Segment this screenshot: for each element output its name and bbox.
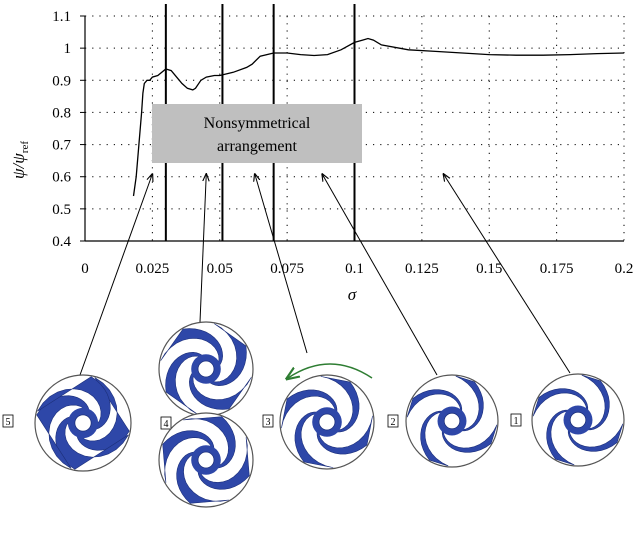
plot-area: 0 0.025 0.05 0.075 0.1 0.125 0.15 0.175 0.2 0.4 0.…	[9, 4, 633, 304]
impeller-number-tag: 1	[510, 413, 522, 427]
impeller-6	[531, 373, 625, 467]
impeller-pointer-arrow	[79, 174, 152, 376]
series-line	[132, 37, 625, 197]
impeller-blade	[76, 377, 130, 451]
impeller-blade	[532, 388, 589, 417]
svg-text:5: 5	[6, 417, 11, 428]
impeller-blade	[176, 451, 229, 504]
y-tick-label: 0.7	[52, 138, 71, 154]
y-tick-label: 0.5	[52, 202, 71, 218]
impeller-1	[34, 374, 132, 472]
svg-text:ψ/ψref: ψ/ψref	[9, 141, 31, 179]
annotation-box: Nonsymmetrical arrangement	[152, 104, 362, 163]
impeller-shaft-hole	[318, 413, 336, 431]
impeller-blade	[546, 409, 575, 466]
x-tick-label: 0.2	[615, 261, 634, 277]
impeller-blade	[189, 371, 252, 410]
y-tick-label: 0.4	[52, 234, 71, 250]
impeller-blade	[316, 415, 373, 455]
y-tick-label: 1	[64, 41, 72, 57]
impeller-blade	[581, 374, 610, 431]
impeller-blade	[567, 423, 624, 452]
impeller-pointer-arrow	[199, 174, 206, 323]
y-tick-label: 0.8	[52, 105, 71, 121]
impeller-blade	[455, 375, 484, 432]
x-tick-label: 0.125	[405, 261, 439, 277]
impeller-pointer-arrow	[255, 174, 308, 354]
impeller-blade	[420, 410, 449, 467]
impeller-3	[158, 412, 254, 508]
impeller-blade	[208, 323, 247, 386]
impeller-blade	[441, 424, 498, 453]
impeller-blade	[294, 411, 334, 468]
annotation-box-line-2: arrangement	[217, 138, 298, 155]
impeller-number-tag: 4	[160, 416, 172, 430]
impeller-shaft-hole	[74, 414, 92, 432]
x-tick-label: 0.05	[207, 261, 233, 277]
svg-text:4: 4	[164, 419, 169, 430]
impeller-blade	[37, 376, 111, 430]
x-tick-label: 0.1	[345, 261, 364, 277]
impeller-shaft-hole	[569, 411, 587, 429]
y-tick-label: 0.9	[52, 73, 71, 89]
tick-labels: 0 0.025 0.05 0.075 0.1 0.125 0.15 0.175 0.2 0.4 0.…	[52, 9, 633, 277]
y-axis-label-subscript: ref	[19, 141, 31, 154]
x-axis-label: σ	[348, 285, 357, 304]
impeller-blade	[36, 395, 90, 469]
impeller-pointer-arrow	[443, 174, 571, 374]
y-tick-label: 0.6	[52, 170, 71, 186]
x-tick-label: 0.025	[136, 261, 170, 277]
impeller-number-tag: 5	[2, 414, 14, 428]
impeller-blade	[197, 437, 250, 490]
impeller-blade	[162, 430, 215, 483]
x-tick-label: 0.075	[270, 261, 304, 277]
impeller-pointer-arrow	[322, 174, 438, 376]
impeller-2	[158, 321, 254, 417]
impeller-4	[279, 374, 375, 470]
impeller-shaft-hole	[443, 412, 461, 430]
impeller-shaft-hole	[197, 451, 215, 469]
annotation-box-fill	[152, 104, 362, 163]
svg-text:1: 1	[514, 416, 519, 427]
impeller-blade	[160, 328, 223, 367]
impeller-shaft-hole	[197, 360, 215, 378]
x-tick-label: 0.15	[476, 261, 502, 277]
y-axis-label-symbol: ψ/ψ	[9, 153, 28, 179]
impeller-blade	[281, 389, 338, 429]
impeller-blade	[183, 416, 236, 469]
svg-text:2: 2	[391, 417, 396, 428]
rotation-arrow	[288, 363, 373, 378]
impeller-pointer-arrows	[79, 174, 571, 376]
x-tick-label: 0	[81, 261, 89, 277]
impeller-5	[405, 374, 499, 468]
y-axis-label: ψ/ψref	[9, 141, 31, 179]
impeller-number-tag: 3	[262, 414, 274, 428]
annotation-box-line-1: Nonsymmetrical	[204, 115, 311, 132]
svg-text:3: 3	[266, 417, 271, 428]
y-tick-label: 1.1	[52, 9, 71, 25]
x-tick-label: 0.175	[540, 261, 574, 277]
impeller-blade	[55, 416, 129, 470]
impeller-diagrams: 5 4 3 2 1	[2, 321, 625, 508]
impeller-blade	[320, 376, 360, 433]
impeller-blade	[406, 389, 463, 418]
impeller-number-tag: 2	[387, 414, 399, 428]
